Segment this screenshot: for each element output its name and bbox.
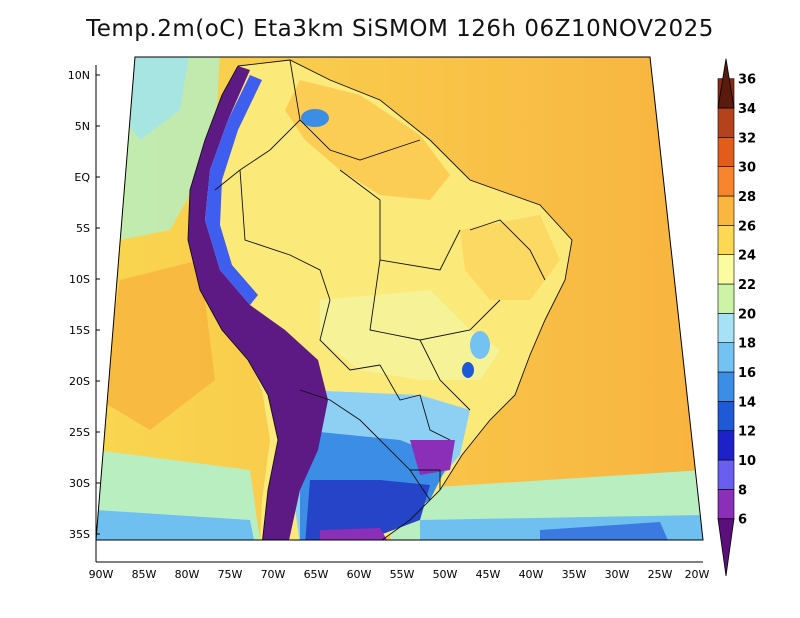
lat-label: 5N bbox=[75, 120, 90, 133]
lat-label: 30S bbox=[69, 477, 90, 490]
country-borders bbox=[187, 59, 573, 540]
colorbar-swatch bbox=[717, 225, 735, 255]
colorbar-label: 12 bbox=[738, 425, 756, 440]
lat-label: 35S bbox=[69, 528, 90, 541]
lon-label: 20W bbox=[685, 568, 710, 581]
pacific-warm-region bbox=[100, 260, 215, 430]
guiana-highland-cool bbox=[301, 109, 329, 127]
patagonia-cold bbox=[320, 528, 390, 540]
colorbar-swatch bbox=[717, 195, 735, 226]
lat-label: 10N bbox=[68, 69, 90, 82]
colorbar-swatch bbox=[717, 313, 735, 343]
lon-label: 45W bbox=[476, 568, 501, 581]
colorbar-swatch bbox=[717, 107, 735, 138]
lon-label: 35W bbox=[562, 568, 587, 581]
lon-label: 70W bbox=[261, 568, 286, 581]
brazil-state-borders-south bbox=[419, 339, 471, 411]
lon-label: 50W bbox=[433, 568, 458, 581]
colorbar-label: 18 bbox=[738, 337, 756, 352]
argentina-border bbox=[299, 389, 431, 501]
lat-axis: 10N 5N EQ 5S 10S 15S 20S 25S 30S 35S bbox=[68, 69, 100, 541]
pacific-coastline bbox=[187, 65, 279, 540]
lon-label: 90W bbox=[89, 568, 114, 581]
paraguay-border bbox=[379, 364, 451, 441]
colorbar-swatch bbox=[717, 489, 735, 519]
lon-label: 85W bbox=[132, 568, 157, 581]
south-pacific-cold bbox=[96, 510, 255, 540]
colorbar-label: 30 bbox=[738, 161, 756, 176]
lon-label: 65W bbox=[304, 568, 329, 581]
lat-label: EQ bbox=[74, 171, 90, 184]
lon-label: 55W bbox=[390, 568, 415, 581]
colorbar-label: 10 bbox=[738, 454, 756, 469]
colorbar-swatch bbox=[717, 371, 735, 402]
lon-label: 80W bbox=[175, 568, 200, 581]
colorbar-label: 14 bbox=[738, 395, 756, 410]
temperature-field bbox=[96, 57, 703, 540]
colorbar-label: 20 bbox=[738, 307, 756, 322]
south-colder-land bbox=[305, 480, 430, 540]
colombia-border bbox=[214, 119, 301, 191]
map-title: Temp.2m(oC) Eta3km SiSMOM 126h 06Z10NOV2… bbox=[86, 16, 714, 42]
andes-cold-band bbox=[188, 66, 328, 540]
minas-highland-cold bbox=[462, 362, 474, 378]
colorbar-swatch bbox=[717, 166, 735, 197]
south-atlantic-colder bbox=[540, 522, 670, 540]
minas-highland-cool bbox=[470, 331, 490, 359]
colorbar-label: 24 bbox=[738, 249, 756, 264]
colorbar-label: 26 bbox=[738, 219, 756, 234]
venezuela-border bbox=[289, 59, 421, 161]
lat-label: 15S bbox=[69, 324, 90, 337]
colorbar-swatch bbox=[717, 401, 735, 431]
lat-label: 20S bbox=[69, 375, 90, 388]
colorbar-swatch bbox=[717, 342, 735, 373]
colorbar: 6 8 10 12 14 16 18 20 22 24 26 28 30 32 34 36 bbox=[717, 58, 756, 577]
colorbar-label: 16 bbox=[738, 366, 756, 381]
colorbar-label: 34 bbox=[738, 102, 756, 117]
colorbar-label: 28 bbox=[738, 190, 756, 205]
colorbar-label: 32 bbox=[738, 131, 756, 146]
lat-label: 10S bbox=[69, 273, 90, 286]
atlantic-coastline bbox=[237, 59, 573, 540]
lon-label: 30W bbox=[605, 568, 630, 581]
map-frame bbox=[95, 56, 704, 541]
brazil-state-borders-northeast bbox=[469, 219, 546, 281]
colorbar-swatch bbox=[717, 283, 735, 314]
lon-label: 75W bbox=[218, 568, 243, 581]
andes-flank-cool bbox=[205, 75, 262, 305]
lat-label: 5S bbox=[76, 222, 90, 235]
northeast-hot bbox=[460, 215, 560, 300]
colorbar-swatch bbox=[717, 137, 735, 167]
bolivia-border bbox=[319, 299, 381, 371]
lat-label: 25S bbox=[69, 426, 90, 439]
central-mild bbox=[320, 290, 500, 380]
lon-axis: 90W 85W 80W 75W 70W 65W 60W 55W 50W 45W … bbox=[89, 568, 710, 581]
colorbar-max-arrow bbox=[717, 58, 735, 109]
north-interior-hot bbox=[285, 80, 450, 200]
peru-brazil-border bbox=[239, 169, 331, 301]
colorbar-min-arrow bbox=[717, 518, 735, 577]
lon-label: 60W bbox=[347, 568, 372, 581]
colorbar-label: 6 bbox=[738, 513, 747, 528]
lon-label: 40W bbox=[519, 568, 544, 581]
colorbar-label: 36 bbox=[738, 73, 756, 88]
colorbar-swatch bbox=[717, 254, 735, 285]
serra-gaucha-cold bbox=[410, 440, 455, 475]
lon-label: 25W bbox=[648, 568, 673, 581]
uruguay-border bbox=[410, 469, 441, 490]
colorbar-label: 22 bbox=[738, 278, 756, 293]
colorbar-swatch bbox=[717, 459, 735, 490]
colorbar-swatch bbox=[717, 430, 735, 461]
colorbar-label: 8 bbox=[738, 483, 747, 498]
